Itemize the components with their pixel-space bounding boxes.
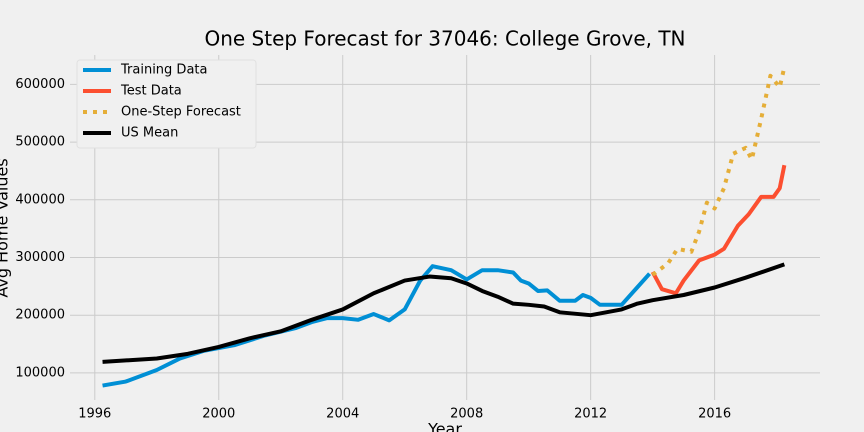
legend-label: One-Step Forecast	[121, 105, 241, 120]
chart-title: One Step Forecast for 37046: College Gro…	[204, 27, 685, 51]
x-tick-label: 1996	[78, 407, 111, 422]
y-axis-label: Avg Home Values	[0, 158, 12, 297]
x-tick-label: 2008	[450, 407, 483, 422]
legend-box	[76, 59, 257, 149]
x-tick-label: 2012	[574, 407, 607, 422]
series-line	[651, 66, 787, 277]
series-line	[102, 262, 786, 364]
series-line	[650, 164, 787, 296]
legend-label: US Mean	[121, 126, 178, 141]
y-tick-label: 300000	[15, 250, 65, 265]
y-tick-label: 400000	[15, 192, 65, 207]
y-tick-label: 500000	[15, 135, 65, 150]
x-axis-label: Year	[427, 420, 462, 432]
legend-label: Training Data	[120, 63, 207, 78]
y-tick-label: 200000	[15, 308, 65, 323]
x-tick-label: 2016	[698, 407, 731, 422]
x-tick-label: 2000	[202, 407, 235, 422]
y-tick-label: 100000	[15, 365, 65, 380]
x-tick-label: 2004	[326, 407, 359, 422]
legend-label: Test Data	[120, 84, 182, 99]
y-tick-label: 600000	[15, 77, 65, 92]
